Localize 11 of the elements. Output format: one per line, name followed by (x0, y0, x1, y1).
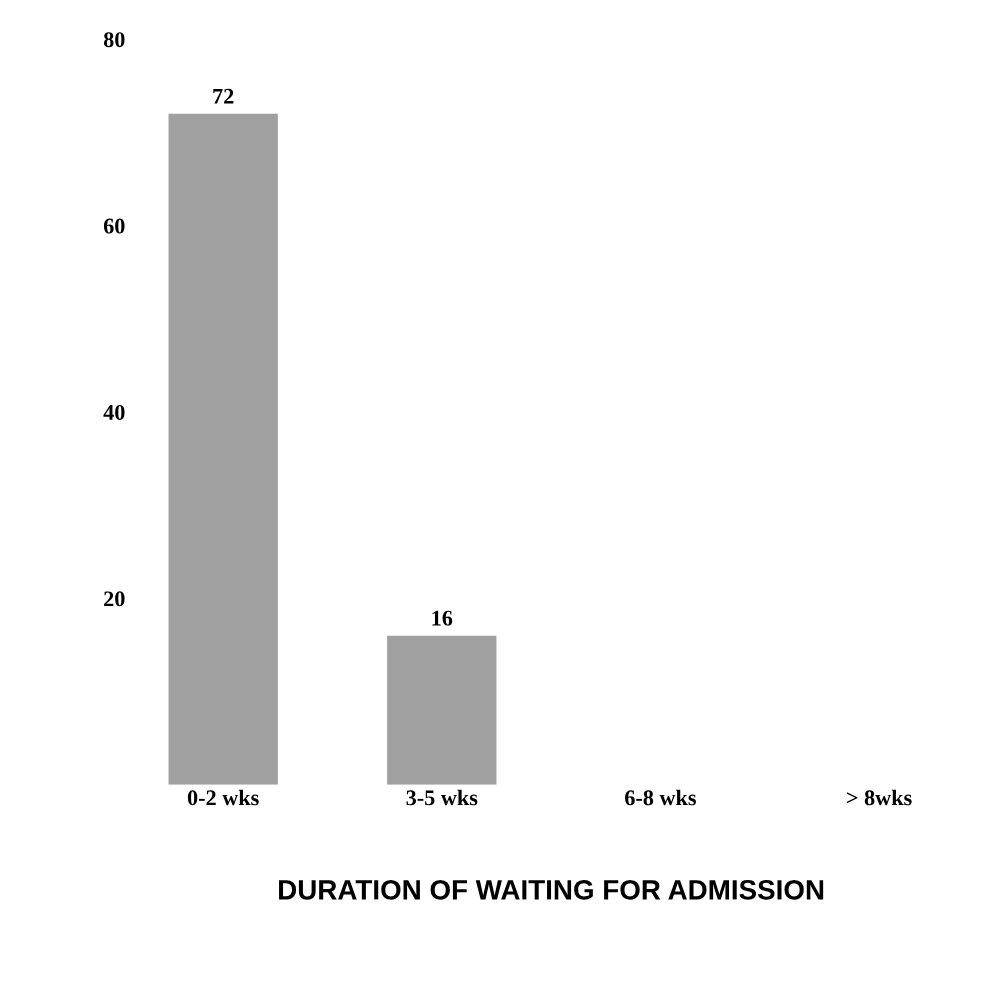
x-tick-label: 3-5 wks (406, 789, 478, 806)
x-axis-title: DURATION OF WAITING FOR ADMISSION (279, 879, 824, 900)
y-tick-label: 80 (103, 32, 125, 48)
x-tick-label: 0-2 wks (187, 789, 259, 806)
y-tick-label: 20 (104, 591, 125, 607)
x-tick-label: 6-8 wks (625, 789, 696, 806)
data-label: 16 (432, 610, 453, 626)
x-tick-label: > 8wks (846, 789, 912, 806)
y-tick-label: 60 (103, 218, 125, 234)
y-tick-label: 40 (103, 404, 125, 420)
data-label: 72 (213, 88, 234, 104)
